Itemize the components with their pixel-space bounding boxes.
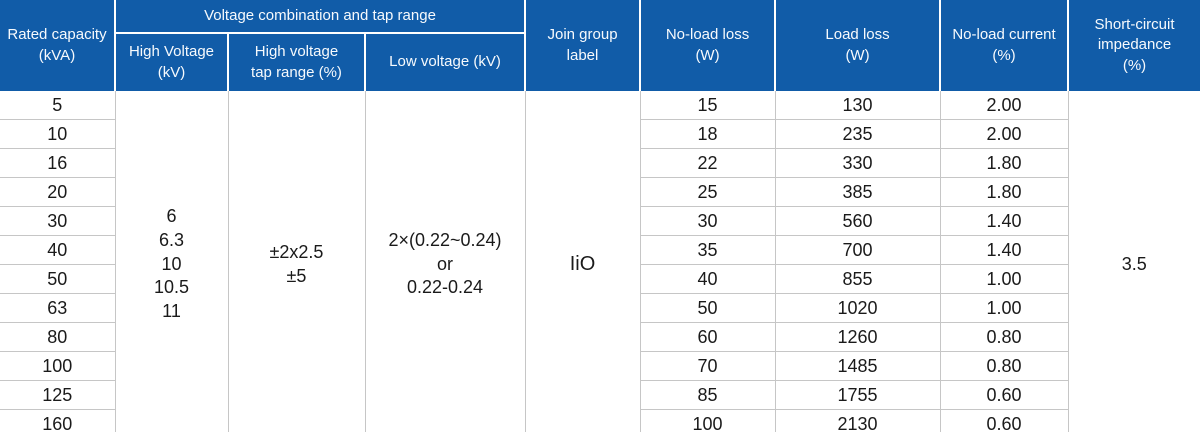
rated-capacity-cell: 5	[0, 91, 116, 120]
no-load-current-cell: 2.00	[940, 119, 1069, 149]
no-load-current-cell: 1.00	[940, 264, 1069, 294]
rated-capacity-cell: 160	[0, 409, 116, 432]
table-row: 40 35 700 1.40	[0, 235, 1200, 265]
table-row: 100 70 1485 0.80	[0, 351, 1200, 381]
tap-range-cell: ±2x2.5 ±5	[228, 91, 366, 432]
no-load-loss-cell: 18	[640, 119, 776, 149]
load-loss-cell: 330	[775, 148, 941, 178]
no-load-loss-cell: 50	[640, 293, 776, 323]
no-load-loss-cell: 25	[640, 177, 776, 207]
table-row: 10 18 235 2.00	[0, 119, 1200, 149]
no-load-current-cell: 1.80	[940, 148, 1069, 178]
no-load-current-cell: 1.80	[940, 177, 1069, 207]
no-load-loss-cell: 60	[640, 322, 776, 352]
load-loss-cell: 1485	[775, 351, 941, 381]
load-loss-cell: 700	[775, 235, 941, 265]
header-tap-range: High voltage tap range (%)	[227, 33, 366, 91]
load-loss-cell: 130	[775, 91, 941, 120]
load-loss-cell: 1020	[775, 293, 941, 323]
rated-capacity-cell: 40	[0, 235, 116, 265]
join-group-cell: IiO	[525, 91, 641, 432]
table-row: 80 60 1260 0.80	[0, 322, 1200, 352]
table-row: 50 40 855 1.00	[0, 264, 1200, 294]
rated-capacity-cell: 63	[0, 293, 116, 323]
rated-capacity-cell: 10	[0, 119, 116, 149]
no-load-current-cell: 0.60	[940, 409, 1069, 432]
rated-capacity-cell: 16	[0, 148, 116, 178]
header-no-load-loss: No-load loss (W)	[639, 0, 777, 91]
header-rated-capacity: Rated capacity (kVA)	[0, 0, 116, 91]
header-no-load-current: No-load current (%)	[939, 0, 1070, 91]
no-load-current-cell: 0.60	[940, 380, 1069, 410]
low-voltage-cell: 2×(0.22~0.24) or 0.22-0.24	[365, 91, 526, 432]
header-high-voltage: High Voltage (kV)	[114, 33, 229, 91]
rated-capacity-cell: 80	[0, 322, 116, 352]
short-circuit-cell: 3.5	[1068, 91, 1200, 432]
header-row-1: Rated capacity (kVA) Voltage combination…	[0, 0, 1200, 91]
no-load-current-cell: 1.00	[940, 293, 1069, 323]
no-load-current-cell: 0.80	[940, 322, 1069, 352]
table-row: 30 30 560 1.40	[0, 206, 1200, 236]
table-row: 160 100 2130 0.60	[0, 409, 1200, 432]
load-loss-cell: 385	[775, 177, 941, 207]
no-load-loss-cell: 40	[640, 264, 776, 294]
header-short-circuit: Short-circuit impedance (%)	[1067, 0, 1200, 91]
no-load-current-cell: 2.00	[940, 91, 1069, 120]
no-load-loss-cell: 22	[640, 148, 776, 178]
load-loss-cell: 2130	[775, 409, 941, 432]
table-row: 16 22 330 1.80	[0, 148, 1200, 178]
load-loss-cell: 855	[775, 264, 941, 294]
rated-capacity-cell: 30	[0, 206, 116, 236]
rated-capacity-cell: 50	[0, 264, 116, 294]
header-row-2: High Voltage (kV) High voltage tap range…	[0, 33, 1200, 91]
spec-table-header: Rated capacity (kVA) Voltage combination…	[0, 0, 1200, 91]
no-load-loss-cell: 15	[640, 91, 776, 120]
rated-capacity-cell: 100	[0, 351, 116, 381]
header-voltage-group: Voltage combination and tap range	[113, 0, 527, 34]
no-load-loss-cell: 70	[640, 351, 776, 381]
table-row: 125 85 1755 0.60	[0, 380, 1200, 410]
no-load-loss-cell: 35	[640, 235, 776, 265]
load-loss-cell: 235	[775, 119, 941, 149]
header-join-group: Join group label	[524, 0, 642, 91]
no-load-current-cell: 0.80	[940, 351, 1069, 381]
load-loss-cell: 1755	[775, 380, 941, 410]
no-load-current-cell: 1.40	[940, 235, 1069, 265]
high-voltage-cell: 6 6.3 10 10.5 11	[115, 91, 229, 432]
table-row: 20 25 385 1.80	[0, 177, 1200, 207]
header-low-voltage: Low voltage (kV)	[363, 33, 527, 91]
load-loss-cell: 560	[775, 206, 941, 236]
load-loss-cell: 1260	[775, 322, 941, 352]
rated-capacity-cell: 20	[0, 177, 116, 207]
rated-capacity-cell: 125	[0, 380, 116, 410]
header-load-loss: Load loss (W)	[774, 0, 942, 91]
no-load-loss-cell: 100	[640, 409, 776, 432]
no-load-loss-cell: 30	[640, 206, 776, 236]
table-row: 63 50 1020 1.00	[0, 293, 1200, 323]
no-load-current-cell: 1.40	[940, 206, 1069, 236]
no-load-loss-cell: 85	[640, 380, 776, 410]
